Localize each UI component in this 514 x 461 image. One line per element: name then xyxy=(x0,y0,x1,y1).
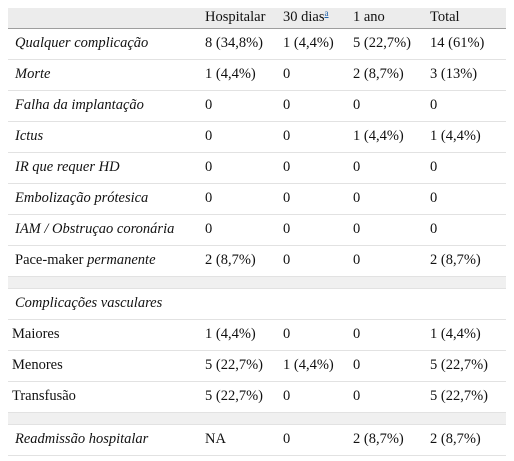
spacer-row xyxy=(8,276,506,289)
cell-30-days: 0 xyxy=(283,159,291,175)
row-label: Menores xyxy=(12,357,63,373)
section-heading: Complicações vasculares xyxy=(15,295,163,311)
cell-total: 0 xyxy=(430,159,438,175)
cell-total: 3 (13%) xyxy=(430,66,478,82)
row-vascular-major: Maiores 1 (4,4%) 0 0 1 (4,4%) xyxy=(8,319,506,350)
cell-30-days: 0 xyxy=(283,66,291,82)
cell-hospital: 0 xyxy=(205,159,213,175)
cell-1-year: 0 xyxy=(353,326,361,342)
cell-1-year: 0 xyxy=(353,221,361,237)
row-any-complication: Qualquer complicação 8 (34,8%) 1 (4,4%) … xyxy=(8,28,506,59)
cell-30-days: 0 xyxy=(283,221,291,237)
cell-hospital: 5 (22,7%) xyxy=(205,388,263,404)
cell-1-year: 0 xyxy=(353,159,361,175)
complications-table-container: Hospitalar 30 diasa 1 ano Total Qualquer… xyxy=(8,8,506,456)
row-label: IR que requer HD xyxy=(15,159,120,175)
header-30-days-label: 30 dias xyxy=(283,9,325,26)
cell-hospital: 0 xyxy=(205,221,213,237)
row-stroke: Ictus 0 0 1 (4,4%) 1 (4,4%) xyxy=(8,121,506,152)
header-row: Hospitalar 30 diasa 1 ano Total xyxy=(8,8,506,29)
cell-hospital: 1 (4,4%) xyxy=(205,66,256,82)
header-blank xyxy=(8,8,198,29)
row-implant-failure: Falha da implantação 0 0 0 0 xyxy=(8,90,506,121)
row-label: Transfusão xyxy=(12,388,76,404)
row-vascular-minor: Menores 5 (22,7%) 1 (4,4%) 0 5 (22,7%) xyxy=(8,350,506,381)
cell-total: 0 xyxy=(430,97,438,113)
cell-hospital: 0 xyxy=(205,128,213,144)
row-renal-failure: IR que requer HD 0 0 0 0 xyxy=(8,152,506,183)
row-label: Morte xyxy=(15,66,51,82)
header-total: Total xyxy=(423,8,506,29)
row-death: Morte 1 (4,4%) 0 2 (8,7%) 3 (13%) xyxy=(8,59,506,90)
complications-table: Hospitalar 30 diasa 1 ano Total Qualquer… xyxy=(8,8,506,456)
cell-30-days: 1 (4,4%) xyxy=(283,357,334,373)
cell-30-days: 1 (4,4%) xyxy=(283,35,334,51)
cell-1-year: 0 xyxy=(353,97,361,113)
row-readmission: Readmissão hospitalar NA 0 2 (8,7%) 2 (8… xyxy=(8,424,506,455)
row-label: Readmissão hospitalar xyxy=(15,431,149,447)
header-1-year: 1 ano xyxy=(346,8,423,29)
cell-30-days: 0 xyxy=(283,388,291,404)
row-pacemaker: Pace-maker permanente 2 (8,7%) 0 0 2 (8,… xyxy=(8,245,506,276)
footnote-link-a[interactable]: a xyxy=(324,8,329,19)
cell-total: 5 (22,7%) xyxy=(430,357,488,373)
cell-total: 2 (8,7%) xyxy=(430,431,481,447)
cell-hospital: 0 xyxy=(205,97,213,113)
cell-1-year: 0 xyxy=(353,357,361,373)
cell-total: 14 (61%) xyxy=(430,35,485,51)
cell-1-year: 0 xyxy=(353,190,361,206)
cell-1-year: 0 xyxy=(353,388,361,404)
row-label: Falha da implantação xyxy=(15,97,144,113)
cell-30-days: 0 xyxy=(283,326,291,342)
cell-1-year: 1 (4,4%) xyxy=(353,128,404,144)
cell-1-year: 2 (8,7%) xyxy=(353,66,404,82)
cell-1-year: 5 (22,7%) xyxy=(353,35,411,51)
cell-hospital: 2 (8,7%) xyxy=(205,252,256,268)
cell-total: 1 (4,4%) xyxy=(430,128,481,144)
cell-30-days: 0 xyxy=(283,97,291,113)
cell-hospital: 5 (22,7%) xyxy=(205,357,263,373)
row-label: IAM / Obstruçao coronária xyxy=(15,221,175,237)
cell-30-days: 0 xyxy=(283,431,291,447)
cell-30-days: 0 xyxy=(283,190,291,206)
row-embolization: Embolização prótesica 0 0 0 0 xyxy=(8,183,506,214)
spacer-row xyxy=(8,412,506,425)
cell-total: 5 (22,7%) xyxy=(430,388,488,404)
row-label: Maiores xyxy=(12,326,60,342)
cell-30-days: 0 xyxy=(283,252,291,268)
cell-hospital: 8 (34,8%) xyxy=(205,35,263,51)
row-label: Ictus xyxy=(15,128,44,144)
cell-hospital: 0 xyxy=(205,190,213,206)
header-30-days: 30 diasa xyxy=(276,8,346,29)
cell-1-year: 0 xyxy=(353,252,361,268)
row-label: Qualquer complicação xyxy=(15,35,149,51)
row-label: Embolização prótesica xyxy=(15,190,149,206)
cell-hospital: 1 (4,4%) xyxy=(205,326,256,342)
cell-30-days: 0 xyxy=(283,128,291,144)
cell-hospital: NA xyxy=(205,431,226,447)
row-vascular-heading: Complicações vasculares xyxy=(8,288,506,319)
cell-total: 1 (4,4%) xyxy=(430,326,481,342)
row-label-italic: permanente xyxy=(87,252,156,268)
row-myocardial-infarction: IAM / Obstruçao coronária 0 0 0 0 xyxy=(8,214,506,245)
row-transfusion: Transfusão 5 (22,7%) 0 0 5 (22,7%) xyxy=(8,381,506,412)
cell-total: 0 xyxy=(430,190,438,206)
row-label: Pace-maker permanente xyxy=(8,245,198,276)
header-hospital: Hospitalar xyxy=(198,8,276,29)
cell-total: 2 (8,7%) xyxy=(430,252,481,268)
cell-total: 0 xyxy=(430,221,438,237)
row-label-plain: Pace-maker xyxy=(15,252,88,268)
cell-1-year: 2 (8,7%) xyxy=(353,431,404,447)
